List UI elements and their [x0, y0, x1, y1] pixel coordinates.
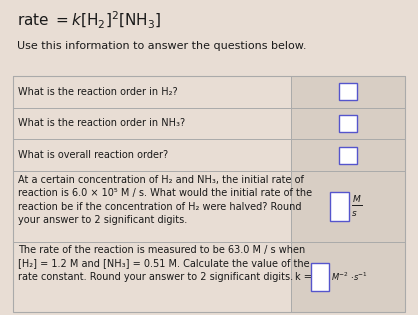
Text: s: s — [352, 209, 357, 218]
Text: Use this information to answer the questions below.: Use this information to answer the quest… — [17, 41, 306, 51]
Text: What is the reaction order in H₂?: What is the reaction order in H₂? — [18, 87, 177, 97]
Text: M: M — [352, 195, 360, 204]
Text: What is the reaction order in NH₃?: What is the reaction order in NH₃? — [18, 118, 185, 129]
Text: What is overall reaction order?: What is overall reaction order? — [18, 151, 168, 160]
Text: rate $= k\left[\mathrm{H_2}\right]^2\left[\mathrm{NH_3}\right]$: rate $= k\left[\mathrm{H_2}\right]^2\lef… — [17, 9, 161, 31]
Text: $M^{-2}$ $\cdot s^{-1}$: $M^{-2}$ $\cdot s^{-1}$ — [331, 271, 368, 283]
Text: At a certain concentration of H₂ and NH₃, the initial rate of
reaction is 6.0 × : At a certain concentration of H₂ and NH₃… — [18, 175, 312, 225]
Text: k =: k = — [295, 272, 315, 282]
Text: The rate of the reaction is measured to be 63.0 M / s when
[H₂] = 1.2 M and [NH₃: The rate of the reaction is measured to … — [18, 245, 309, 282]
